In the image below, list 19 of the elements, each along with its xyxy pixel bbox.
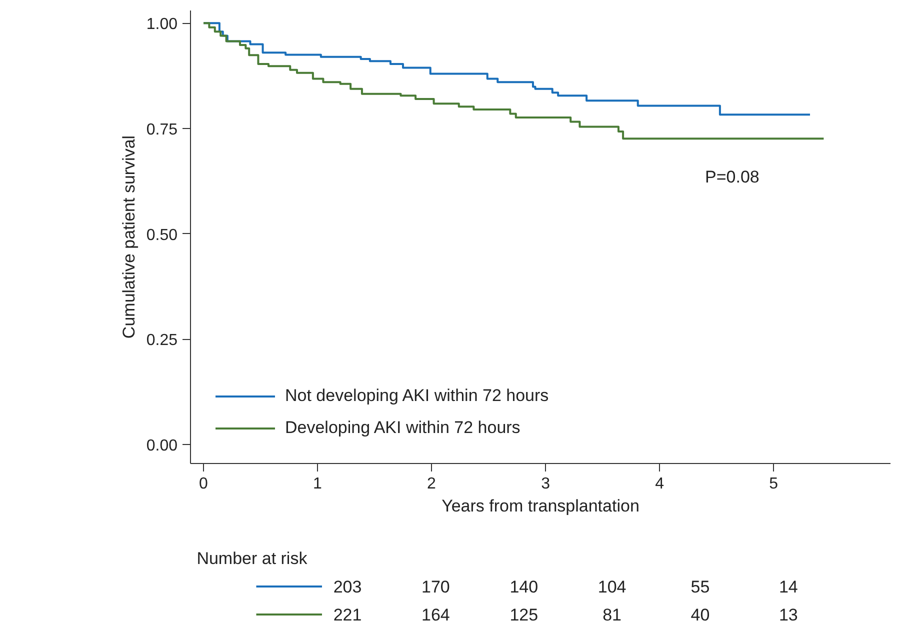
legend-label: Developing AKI within 72 hours bbox=[285, 418, 520, 438]
x-tick-label: 1 bbox=[313, 476, 322, 492]
x-tick-label: 4 bbox=[655, 476, 664, 492]
y-tick-label: 0.25 bbox=[146, 332, 178, 350]
x-axis-title: Years from transplantation bbox=[442, 496, 640, 516]
y-tick-label: 0.50 bbox=[146, 226, 178, 244]
y-tick-label: 0.75 bbox=[146, 121, 178, 138]
x-tick-label: 5 bbox=[769, 476, 778, 492]
text: Number at risk bbox=[196, 549, 308, 568]
legend-label: Not developing AKI within 72 hours bbox=[285, 386, 549, 406]
text: 203 170 140 104 55 14 bbox=[333, 578, 798, 596]
x-tick-label: 2 bbox=[427, 476, 436, 492]
y-tick-label: 0.00 bbox=[146, 438, 178, 455]
x-tick-label: 0 bbox=[199, 476, 208, 492]
x-tick-label: 3 bbox=[541, 476, 550, 492]
annotation: P=0.08 bbox=[705, 167, 760, 186]
y-tick-label: 1.00 bbox=[146, 16, 178, 34]
y-axis-title: Cumulative patient survival bbox=[119, 135, 138, 339]
text: 221 164 125 81 40 13 bbox=[333, 606, 798, 622]
